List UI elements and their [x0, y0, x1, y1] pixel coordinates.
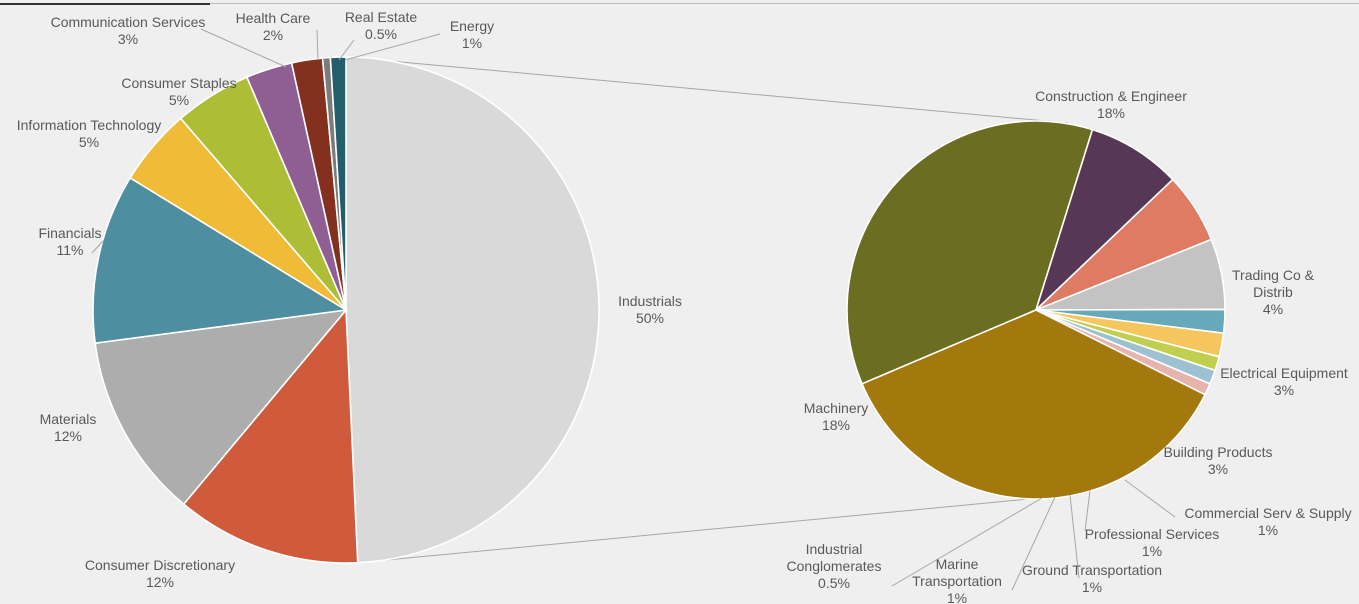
data-value-energy: 1%	[462, 35, 482, 51]
data-label-trading-co-and-distrib-line-1: Trading Co &	[1232, 267, 1315, 283]
data-label-commercial-serv-and-supply: Commercial Serv & Supply	[1184, 505, 1351, 521]
data-value-industrials: 50%	[636, 310, 664, 326]
pie-slice-energy	[329, 56, 347, 311]
leader-line-ground-transportation	[1069, 494, 1080, 579]
data-value-financials: 11%	[57, 242, 84, 258]
pie-connectors	[345, 56, 1069, 564]
data-label-consumer-discretionary: Consumer Discretionary	[85, 557, 235, 573]
leader-line-financials	[91, 239, 105, 254]
connector-line-bottom	[357, 497, 1041, 564]
data-label-industrials: Industrials	[618, 293, 682, 309]
data-label-machinery: Machinery	[804, 400, 869, 416]
data-value-professional-services: 1%	[1142, 543, 1162, 559]
pie-slice-materials	[94, 308, 348, 506]
leader-line-marine-transportation	[1011, 496, 1056, 591]
label-leaders	[91, 28, 1176, 591]
data-value-industrial-conglomerates: 0.5%	[818, 575, 850, 591]
data-label-electrical-equipment: Electrical Equipment	[1220, 365, 1348, 381]
data-value-consumer-staples: 5%	[169, 92, 189, 108]
data-label-construction-and-engineer: Construction & Engineer	[1035, 88, 1187, 104]
data-label-trading-co-and-distrib-line-2: Distrib	[1253, 284, 1293, 300]
data-value-machinery: 18%	[822, 417, 850, 433]
pie-slice-consumer-discretionary	[182, 307, 359, 564]
leader-line-professional-services	[1084, 489, 1091, 532]
data-value-commercial-serv-and-supply: 1%	[1258, 522, 1278, 538]
pie-slice-industrials	[345, 56, 600, 564]
data-label-building-products: Building Products	[1164, 444, 1273, 460]
data-value-trading-co-and-distrib: 4%	[1263, 301, 1283, 317]
data-label-industrial-conglomerates-line-2: Conglomerates	[787, 558, 882, 574]
data-label-ground-transportation: Ground Transportation	[1022, 562, 1162, 578]
data-label-information-technology: Information Technology	[17, 117, 162, 133]
data-label-real-estate: Real Estate	[345, 9, 418, 25]
pie-slice-machinery	[860, 309, 1207, 500]
data-value-ground-transportation: 1%	[1082, 579, 1102, 595]
data-value-materials: 12%	[54, 428, 82, 444]
data-value-electrical-equipment: 3%	[1274, 382, 1294, 398]
leader-line-real-estate	[338, 39, 355, 61]
main-pie	[92, 56, 600, 564]
top-divider	[0, 3, 1359, 4]
data-value-information-technology: 5%	[79, 134, 99, 150]
data-value-building-products: 3%	[1208, 461, 1228, 477]
leader-line-health-care	[316, 29, 319, 61]
pie-slice-financials	[92, 176, 349, 345]
leader-line-commercial-serv-and-supply	[1124, 479, 1176, 518]
data-label-materials: Materials	[40, 411, 97, 427]
data-label-professional-services: Professional Services	[1085, 526, 1220, 542]
leader-line-communication-services	[200, 28, 287, 68]
data-value-construction-and-engineer: 18%	[1097, 105, 1125, 121]
data-value-marine-transportation: 1%	[947, 590, 967, 604]
connector-line-top	[345, 56, 1069, 124]
data-value-consumer-discretionary: 12%	[146, 574, 174, 590]
pie-slice-trading-co-and-distrib	[1034, 128, 1174, 313]
data-value-real-estate: 0.5%	[365, 26, 397, 42]
leader-line-industrial-conglomerates	[891, 497, 1043, 587]
data-label-marine-transportation-line-1: Marine	[936, 556, 979, 572]
data-value-communication-services: 3%	[118, 31, 138, 47]
leader-line-energy	[344, 33, 441, 61]
data-label-energy: Energy	[450, 18, 494, 34]
pie-slice-construction-and-engineer	[846, 120, 1094, 385]
data-value-health-care: 2%	[263, 27, 283, 43]
data-label-health-care: Health Care	[236, 10, 311, 26]
data-label-industrial-conglomerates-line-1: Industrial	[806, 541, 863, 557]
sub-pie	[846, 120, 1226, 500]
data-label-communication-services: Communication Services	[51, 14, 206, 30]
data-label-consumer-staples: Consumer Staples	[121, 75, 236, 91]
data-label-financials: Financials	[38, 225, 101, 241]
top-divider-accent	[0, 3, 210, 5]
data-label-marine-transportation-line-2: Transportation	[912, 573, 1002, 589]
